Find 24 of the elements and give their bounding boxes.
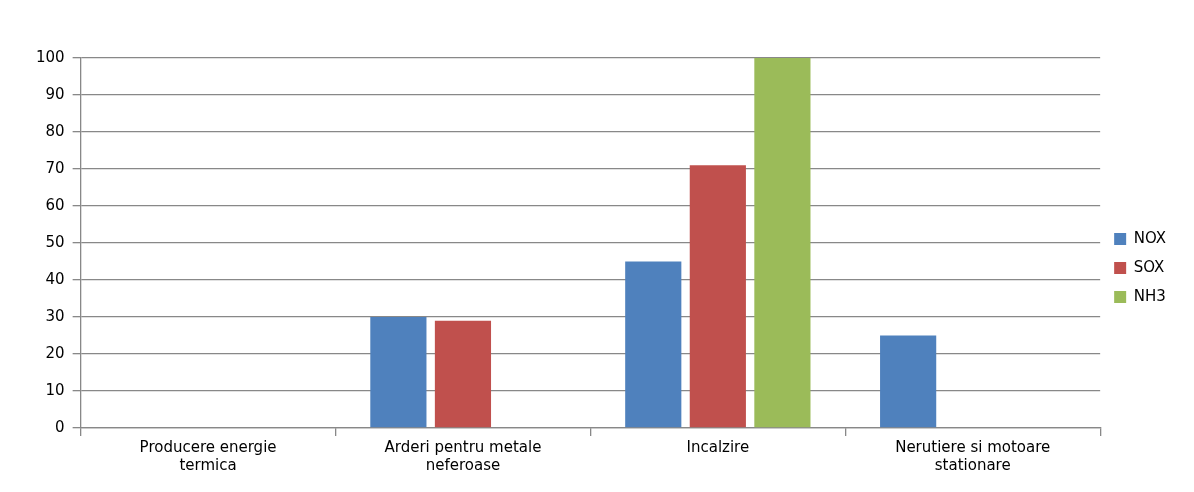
bar <box>370 317 427 428</box>
x-tick-label: Producere energie termica <box>139 437 277 474</box>
y-tick-label: 50 <box>45 232 65 251</box>
bar <box>880 335 937 428</box>
bar <box>754 58 811 428</box>
bar <box>434 320 492 428</box>
y-tick-label: 30 <box>45 306 65 325</box>
legend-label: SOX <box>1133 257 1165 276</box>
y-tick-label: 60 <box>45 195 65 214</box>
legend-label: NH3 <box>1133 286 1166 305</box>
y-tick-label: 100 <box>35 47 65 66</box>
y-tick-label: 70 <box>45 158 65 177</box>
bar <box>689 165 746 428</box>
bar <box>625 261 682 428</box>
x-tick-label: Incalzire <box>686 437 750 456</box>
y-tick-label: 90 <box>45 84 65 103</box>
x-tick-label: Nerutiere si motoare stationare <box>895 437 1051 474</box>
y-tick-label: 80 <box>45 121 65 140</box>
y-tick-label: 0 <box>55 417 65 436</box>
y-tick-label: 40 <box>45 269 65 288</box>
y-tick-label: 20 <box>45 343 65 362</box>
y-tick-label: 10 <box>45 380 65 399</box>
legend-label: NOX <box>1133 228 1166 247</box>
x-tick-label: Arderi pentru metale neferoase <box>384 437 542 474</box>
